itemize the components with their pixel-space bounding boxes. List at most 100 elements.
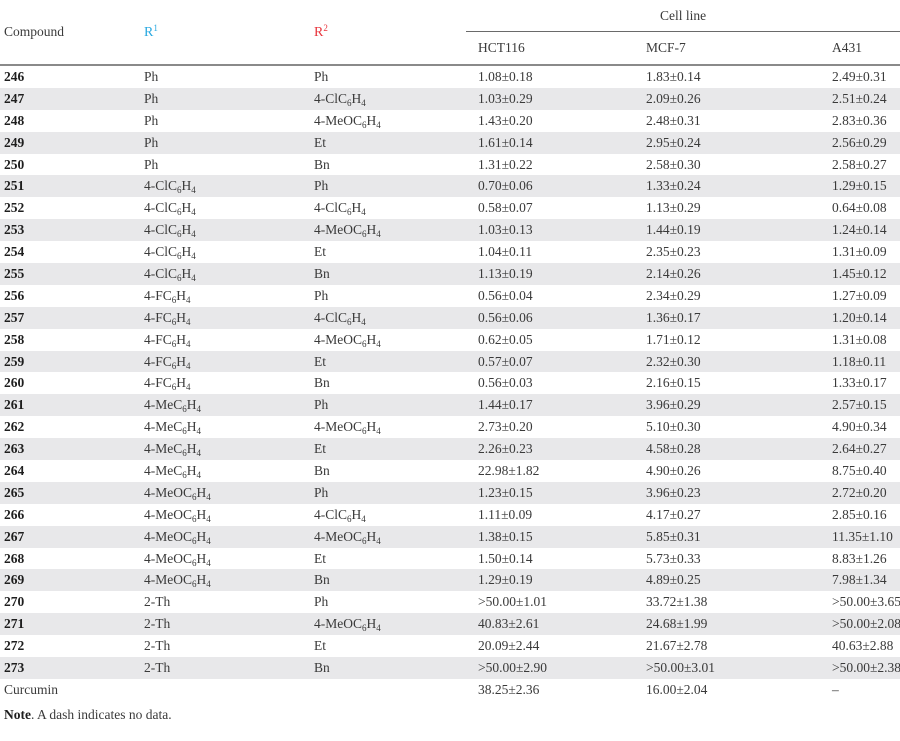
a431-value-cell: 1.27±0.09 (832, 287, 887, 303)
hct116-value-cell: 40.83±2.61 (466, 613, 626, 636)
a431-value-cell: >50.00±2.08 (798, 613, 900, 636)
r1-cell: 2-Th (144, 638, 171, 654)
table-row: 257 4-FC6H4 4-ClC6H4 0.56±0.06 1.36±0.17 1.20… (0, 306, 900, 329)
table-row: 247 Ph 4-ClC6H4 1.03±0.29 2.09±0.26 2.51±0.24 (0, 87, 900, 110)
mcf7-value-cell: 2.95±0.24 (626, 131, 798, 154)
hct116-value-cell: 1.04±0.11 (478, 244, 533, 260)
hct116-value-cell: 1.11±0.09 (478, 506, 533, 522)
a431-value-cell: 8.83±1.26 (832, 550, 887, 566)
mcf7-value-cell: 16.00±2.04 (646, 681, 708, 697)
note-label: Note (4, 706, 31, 722)
table-row: 259 4-FC6H4 Et 0.57±0.07 2.32±0.30 1.18±0.11 (0, 350, 900, 373)
hct116-value-cell: 22.98±1.82 (478, 462, 540, 478)
hct116-value-cell: 1.03±0.13 (466, 219, 626, 242)
mcf7-value-cell: 2.48±0.31 (646, 112, 701, 128)
compound-cell: 267 (0, 525, 140, 548)
compound-cell: 272 (4, 638, 25, 654)
r2-cell: Et (310, 131, 466, 154)
r1-cell: 4-FC6H4 (144, 375, 191, 393)
table-row: 261 4-MeC6H4 Ph 1.44±0.17 3.96±0.29 2.57±0.15 (0, 394, 900, 417)
table-row: 263 4-MeC6H4 Et 2.26±0.23 4.58±0.28 2.64±0.27 (0, 438, 900, 461)
cytotoxicity-table: Compound R1 R2 Cell line HCT116 MCF-7 A4… (0, 0, 900, 701)
table-row: 273 2-Th Bn >50.00±2.90 >50.00±3.01 >50.00±2.… (0, 657, 900, 679)
hct116-value-cell: 2.26±0.23 (466, 438, 626, 461)
r2-cell: Bn (310, 263, 466, 285)
hct116-value-cell: 0.57±0.07 (466, 350, 626, 373)
mcf7-value-cell: 24.68±1.99 (626, 613, 798, 636)
r1-cell: 4-FC6H4 (144, 287, 191, 305)
compound-cell: 266 (4, 506, 25, 522)
compound-cell: 258 (4, 331, 25, 347)
table-row: 271 2-Th 4-MeOC6H4 40.83±2.61 24.68±1.99 >50.… (0, 613, 900, 636)
table-row: 252 4-ClC6H4 4-ClC6H4 0.58±0.07 1.13±0.29 0.6… (0, 197, 900, 219)
table-row: 266 4-MeOC6H4 4-ClC6H4 1.11±0.09 4.17±0.27 2.… (0, 504, 900, 526)
r1-cell: 4-ClC6H4 (140, 219, 310, 242)
a431-value-cell: 8.75±0.40 (832, 462, 887, 478)
r2-cell: Ph (314, 594, 329, 610)
a431-value-cell: – (832, 681, 839, 697)
table-row: 254 4-ClC6H4 Et 1.04±0.11 2.35±0.23 1.31±0.09 (0, 241, 900, 263)
compound-cell: Curcumin (4, 681, 58, 697)
table-note: Note. A dash indicates no data. (0, 701, 900, 723)
mcf7-value-cell: 2.09±0.26 (626, 87, 798, 110)
table-body: 246 Ph Ph 1.08±0.18 1.83±0.14 2.49±0.31 247 Ph 4… (0, 65, 900, 701)
a431-value-cell: 2.51±0.24 (798, 87, 900, 110)
compound-cell: 263 (0, 438, 140, 461)
hct116-value-cell: 1.61±0.14 (466, 131, 626, 154)
a431-value-cell: >50.00±3.65 (832, 594, 900, 610)
mcf7-value-cell: 2.14±0.26 (626, 263, 798, 285)
r2-cell: Ph (314, 287, 329, 303)
header-a431: A431 (832, 40, 862, 55)
table-row: 265 4-MeOC6H4 Ph 1.23±0.15 3.96±0.23 2.72±0.2… (0, 481, 900, 504)
compound-cell: 260 (4, 375, 25, 391)
header-r1: R1 (140, 0, 310, 64)
r2-cell: 4-MeOC6H4 (314, 112, 381, 130)
compound-cell: 246 (4, 68, 25, 84)
hct116-value-cell: 1.13±0.19 (466, 263, 626, 285)
a431-value-cell: 1.29±0.15 (798, 175, 900, 198)
a431-value-cell: 1.33±0.17 (832, 375, 887, 391)
header-r2: R2 (310, 0, 466, 64)
compound-cell: 252 (4, 200, 25, 216)
r2-cell: Bn (314, 156, 330, 172)
a431-value-cell: >50.00±2.38 (798, 657, 900, 679)
r2-cell: Ph (310, 394, 466, 417)
r1-cell: 4-ClC6H4 (140, 175, 310, 198)
r2-cell: 4-MeOC6H4 (314, 419, 381, 437)
r1-cell: Ph (144, 156, 159, 172)
r2-cell: Bn (310, 569, 466, 592)
r2-cell: Et (314, 550, 326, 566)
hct116-value-cell: >50.00±2.90 (466, 657, 626, 679)
hct116-value-cell: >50.00±1.01 (478, 594, 548, 610)
hct116-value-cell: 1.50±0.14 (478, 550, 533, 566)
mcf7-value-cell: 1.13±0.29 (646, 200, 701, 216)
mcf7-value-cell: 4.58±0.28 (626, 438, 798, 461)
a431-value-cell: 1.24±0.14 (798, 219, 900, 242)
header-hct116: HCT116 (478, 40, 525, 55)
mcf7-value-cell: 4.89±0.25 (626, 569, 798, 592)
mcf7-value-cell: 1.33±0.24 (626, 175, 798, 198)
a431-value-cell: 11.35±1.10 (798, 525, 900, 548)
compound-cell: 261 (0, 394, 140, 417)
header-r2-label: R (314, 25, 324, 40)
mcf7-value-cell: 3.96±0.23 (626, 481, 798, 504)
a431-value-cell: 2.58±0.27 (832, 156, 887, 172)
table-row: 262 4-MeC6H4 4-MeOC6H4 2.73±0.20 5.10±0.30 4.… (0, 416, 900, 438)
r1-cell: 4-FC6H4 (140, 306, 310, 329)
header-compound: Compound (4, 24, 65, 39)
mcf7-value-cell: 4.17±0.27 (646, 506, 701, 522)
table-row: 268 4-MeOC6H4 Et 1.50±0.14 5.73±0.33 8.83±1.2… (0, 548, 900, 570)
a431-value-cell: 1.20±0.14 (798, 306, 900, 329)
compound-cell: 262 (4, 419, 25, 435)
mcf7-value-cell: 4.90±0.26 (646, 462, 701, 478)
table-row: 250 Ph Bn 1.31±0.22 2.58±0.30 2.58±0.27 (0, 154, 900, 176)
table-row: 264 4-MeC6H4 Bn 22.98±1.82 4.90±0.26 8.75±0.4… (0, 460, 900, 482)
header-r1-label: R (144, 25, 154, 40)
note-text: . A dash indicates no data. (31, 706, 172, 722)
hct116-value-cell: 0.58±0.07 (478, 200, 533, 216)
hct116-value-cell: 0.62±0.05 (478, 331, 533, 347)
r1-cell: 4-MeOC6H4 (144, 550, 211, 568)
compound-cell: 256 (4, 287, 25, 303)
mcf7-value-cell: 1.44±0.19 (626, 219, 798, 242)
table-row: 256 4-FC6H4 Ph 0.56±0.04 2.34±0.29 1.27±0.09 (0, 285, 900, 307)
